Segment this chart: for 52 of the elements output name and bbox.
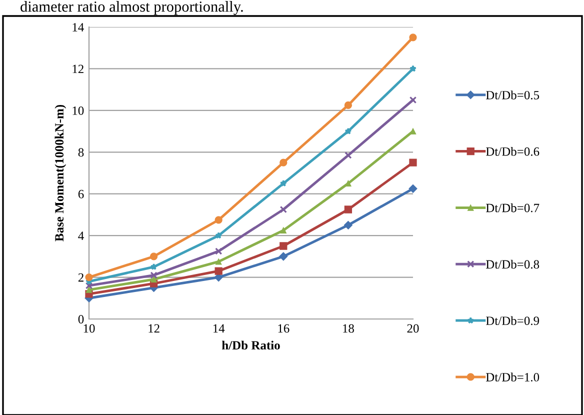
point — [85, 273, 93, 282]
y-tick-label: 2 — [78, 273, 84, 282]
point — [214, 216, 222, 224]
x-tick-label: 16 — [278, 324, 290, 333]
y-tick-label: 6 — [78, 190, 84, 198]
point — [279, 252, 288, 261]
point — [150, 272, 158, 279]
x-axis-title: h/Db Ratio — [222, 340, 280, 350]
x-tick-label: 14 — [213, 324, 225, 333]
point — [280, 180, 287, 187]
point — [150, 252, 158, 260]
x-tick-label: 20 — [407, 324, 419, 333]
y-tick-label: 0 — [78, 315, 84, 324]
x-tick-label: 18 — [343, 324, 354, 333]
point — [344, 206, 352, 214]
point — [408, 184, 418, 193]
point — [410, 65, 416, 72]
legend-label: Dt/Db=0.5 — [486, 90, 540, 100]
legend-label: Dt/Db=0.7 — [486, 203, 540, 212]
point — [280, 242, 288, 250]
text: diameter ratio almost proportionally. — [20, 1, 243, 15]
point — [409, 96, 417, 104]
point — [280, 227, 287, 234]
y-tick-label: 8 — [78, 148, 84, 157]
legend-label: Dt/Db=0.9 — [486, 316, 540, 326]
y-tick-label: 4 — [78, 232, 84, 240]
point — [85, 282, 93, 290]
y-axis-title: Base Moment(1000kN-m) — [54, 104, 66, 242]
x-tick-label: 12 — [148, 324, 160, 333]
point — [150, 276, 157, 282]
point — [215, 258, 222, 265]
point — [409, 34, 417, 42]
point — [214, 267, 222, 275]
y-tick-label: 10 — [72, 106, 84, 115]
point — [344, 152, 352, 159]
y-tick-label: 12 — [72, 64, 84, 74]
legend-label: Dt/Db=0.8 — [486, 260, 540, 269]
point — [214, 248, 222, 255]
point — [344, 128, 352, 134]
x-tick-label: 10 — [84, 324, 95, 333]
point — [409, 158, 417, 166]
point — [344, 101, 352, 110]
point — [86, 286, 92, 293]
y-tick-label: 14 — [72, 23, 84, 32]
point — [344, 220, 352, 230]
legend-label: Dt/Db=0.6 — [486, 146, 540, 156]
point — [215, 232, 222, 239]
point — [345, 180, 352, 187]
legend-label: Dt/Db=1.0 — [486, 372, 540, 382]
point — [280, 206, 288, 214]
point — [280, 158, 288, 166]
point — [150, 263, 158, 270]
